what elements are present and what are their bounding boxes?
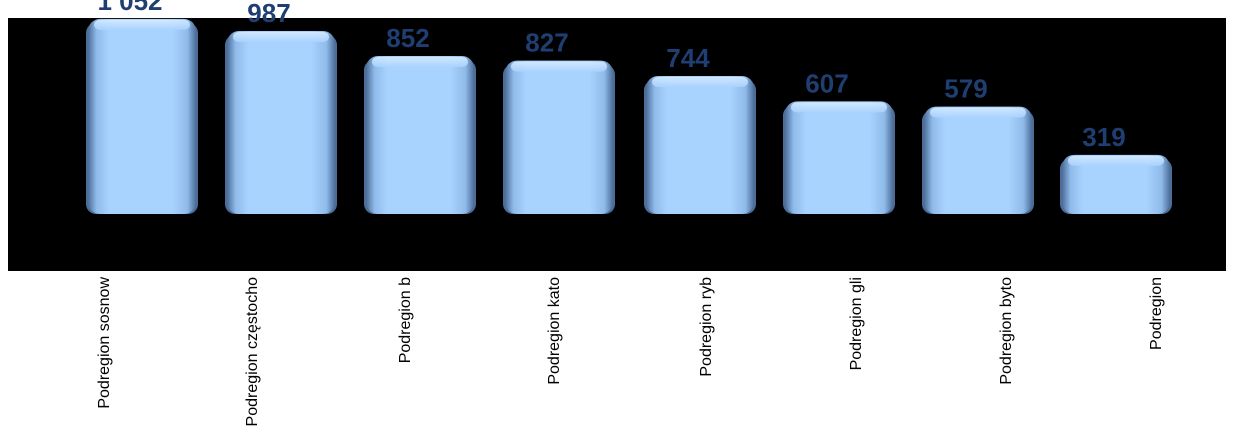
- data-label: 744: [666, 43, 710, 73]
- bar-body: [924, 106, 1032, 214]
- bar-body: [785, 101, 893, 214]
- bar-top-highlight: [1068, 155, 1164, 166]
- category-tick-label: Podregion sosnow: [96, 277, 113, 409]
- bar-top-highlight: [94, 19, 190, 30]
- data-label: 319: [1082, 122, 1125, 152]
- bar: [1060, 154, 1172, 214]
- bar-top-highlight: [511, 61, 607, 72]
- category-tick-label: Podregion ryb: [698, 277, 715, 377]
- bar-body: [227, 30, 335, 215]
- data-label: 852: [386, 23, 429, 53]
- bar: [86, 18, 198, 214]
- data-label: 579: [944, 74, 987, 104]
- data-label: 987: [247, 0, 290, 28]
- category-tick-label: Podregion byto: [998, 277, 1015, 385]
- bar: [783, 101, 895, 214]
- bar: [644, 76, 756, 214]
- bar-top-highlight: [372, 56, 468, 67]
- bar-top-highlight: [233, 31, 329, 42]
- bar-body: [646, 76, 754, 214]
- category-tick-label: Podregion kato: [546, 277, 563, 385]
- data-label: 827: [525, 28, 568, 58]
- data-label: 1 052: [97, 0, 162, 16]
- bar-body: [1062, 154, 1170, 214]
- category-tick-label: Podregion b: [397, 277, 414, 363]
- bar-top-highlight: [791, 102, 887, 113]
- bar-body: [88, 18, 196, 214]
- bar: [364, 55, 476, 215]
- category-tick-label: Podregion częstocho: [244, 277, 261, 427]
- category-tick-label: Podregion gli: [848, 277, 865, 370]
- bar: [225, 30, 337, 215]
- bar-top-highlight: [930, 107, 1026, 118]
- bar-body: [505, 60, 613, 214]
- bar: [922, 106, 1034, 214]
- data-label: 607: [805, 68, 848, 98]
- bar-body: [366, 55, 474, 215]
- bar-top-highlight: [652, 77, 748, 88]
- bar: [503, 60, 615, 214]
- category-tick-label: Podregion: [1148, 277, 1165, 350]
